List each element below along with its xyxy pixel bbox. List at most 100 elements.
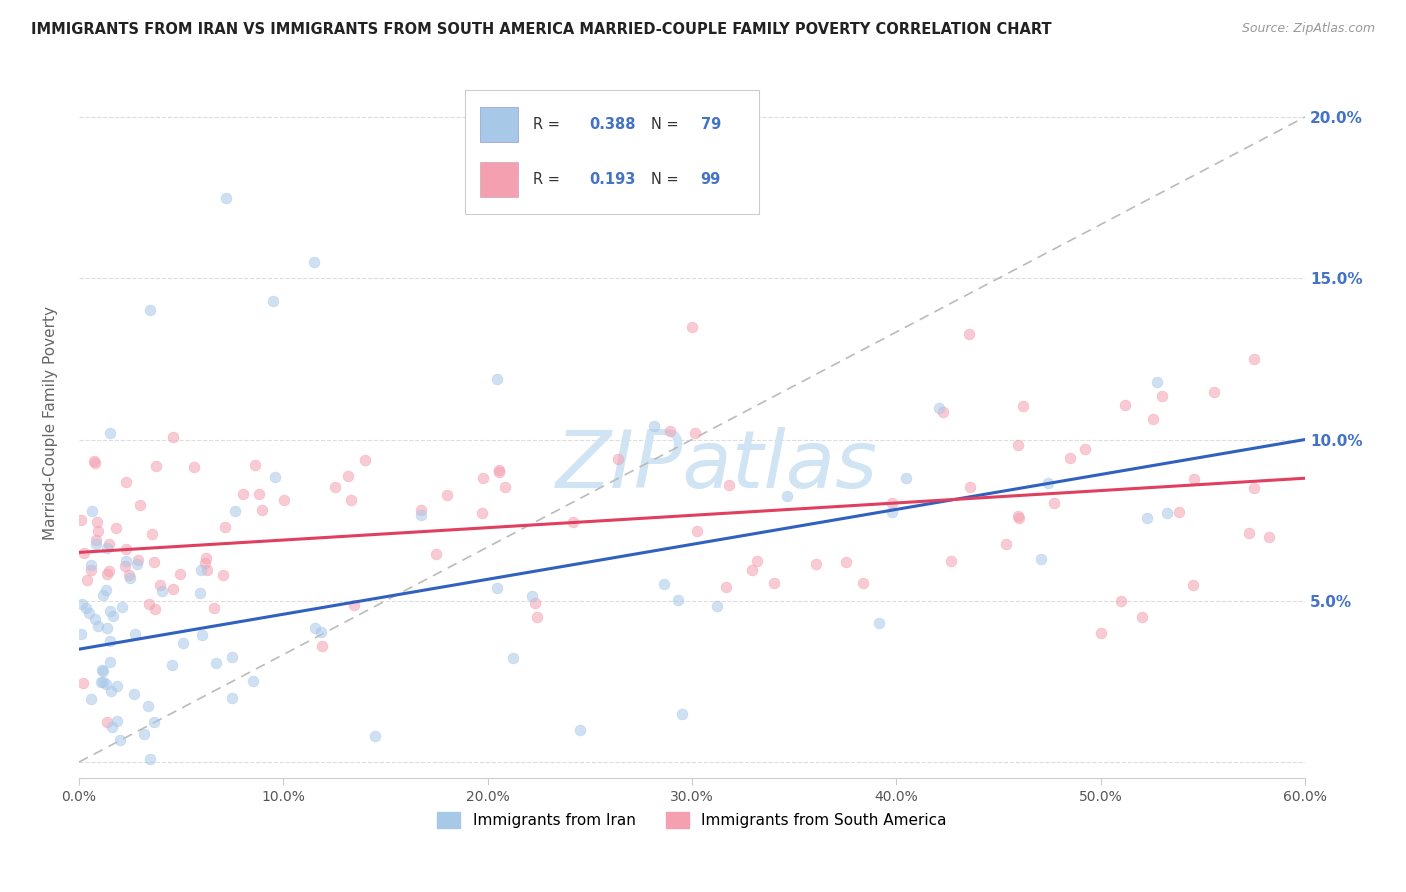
Point: [502, 651, 524, 665]
Point: [745, 554, 768, 568]
Point: [145, 601, 167, 615]
Point: [1136, 511, 1159, 525]
Point: [1130, 610, 1153, 624]
Point: [671, 706, 693, 721]
Point: [666, 592, 689, 607]
Point: [343, 598, 366, 612]
Point: [488, 465, 510, 479]
Point: [139, 303, 162, 318]
Point: [1007, 509, 1029, 524]
Point: [1007, 438, 1029, 452]
Point: [524, 597, 547, 611]
Point: [762, 576, 785, 591]
Point: [880, 496, 903, 510]
Point: [706, 599, 728, 613]
Point: [96, 621, 118, 635]
Point: [91, 675, 114, 690]
Point: [142, 714, 165, 729]
Point: [264, 470, 287, 484]
Point: [183, 459, 205, 474]
Point: [115, 542, 138, 557]
Point: [125, 558, 148, 572]
Point: [250, 503, 273, 517]
Point: [111, 599, 134, 614]
Point: [70, 627, 93, 641]
Point: [141, 527, 163, 541]
Point: [100, 683, 122, 698]
Point: [84, 456, 107, 470]
Point: [835, 555, 858, 569]
Point: [309, 625, 332, 640]
Point: [851, 576, 873, 591]
Point: [84, 612, 107, 626]
Point: [882, 506, 904, 520]
Point: [128, 498, 150, 512]
Point: [354, 453, 377, 467]
Point: [714, 580, 737, 594]
Point: [73, 546, 96, 560]
Point: [776, 489, 799, 503]
Point: [1043, 496, 1066, 510]
Point: [169, 566, 191, 581]
Point: [188, 585, 211, 599]
Point: [436, 488, 458, 502]
Point: [70, 513, 93, 527]
Point: [425, 547, 447, 561]
Point: [124, 627, 146, 641]
Point: [93, 664, 115, 678]
Point: [138, 597, 160, 611]
Point: [80, 692, 103, 706]
Point: [894, 471, 917, 485]
Point: [232, 487, 254, 501]
Point: [868, 615, 890, 630]
Point: [76, 573, 98, 587]
Point: [72, 675, 94, 690]
Point: [212, 568, 235, 582]
Legend: Immigrants from Iran, Immigrants from South America: Immigrants from Iran, Immigrants from So…: [432, 806, 953, 834]
Point: [97, 564, 120, 578]
Point: [471, 471, 494, 485]
Point: [90, 674, 112, 689]
Point: [1181, 577, 1204, 591]
Text: ZIPatlas: ZIPatlas: [555, 427, 877, 505]
Point: [652, 576, 675, 591]
Point: [139, 752, 162, 766]
Point: [190, 563, 212, 577]
Point: [741, 563, 763, 577]
Y-axis label: Married-Couple Family Poverty: Married-Couple Family Poverty: [44, 306, 58, 541]
Point: [96, 541, 118, 555]
Point: [1156, 506, 1178, 520]
Point: [932, 405, 955, 419]
Point: [683, 425, 706, 440]
Point: [96, 677, 118, 691]
Point: [221, 649, 243, 664]
Point: [221, 690, 243, 705]
Point: [120, 571, 142, 585]
Text: Source: ZipAtlas.com: Source: ZipAtlas.com: [1241, 22, 1375, 36]
Point: [86, 537, 108, 551]
Point: [302, 255, 325, 269]
Point: [561, 515, 583, 529]
Point: [939, 554, 962, 568]
Point: [98, 633, 121, 648]
Point: [1074, 442, 1097, 457]
Point: [132, 727, 155, 741]
Point: [91, 588, 114, 602]
Point: [1029, 551, 1052, 566]
Point: [105, 714, 128, 728]
Point: [98, 604, 121, 618]
Point: [1243, 481, 1265, 495]
Point: [98, 655, 121, 669]
Point: [87, 524, 110, 538]
Point: [214, 520, 236, 534]
Point: [485, 581, 508, 595]
Point: [96, 567, 118, 582]
Point: [96, 714, 118, 729]
Point: [488, 463, 510, 477]
Point: [190, 627, 212, 641]
Point: [96, 583, 118, 598]
Point: [105, 521, 128, 535]
Point: [84, 533, 107, 547]
Text: IMMIGRANTS FROM IRAN VS IMMIGRANTS FROM SOUTH AMERICA MARRIED-COUPLE FAMILY POVE: IMMIGRANTS FROM IRAN VS IMMIGRANTS FROM …: [31, 22, 1052, 37]
Point: [995, 537, 1018, 551]
